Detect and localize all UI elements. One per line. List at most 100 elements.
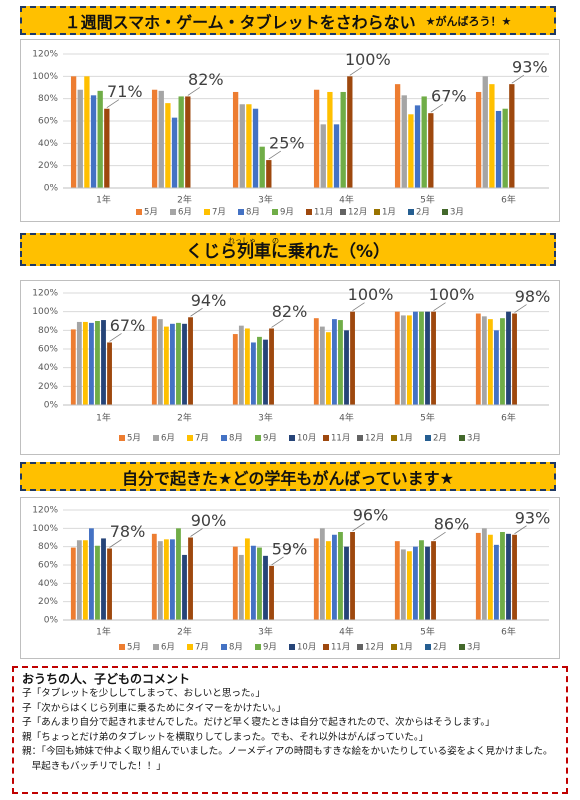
bar — [332, 534, 337, 620]
bar — [163, 326, 169, 405]
legend-swatch — [238, 209, 244, 215]
bar — [101, 320, 106, 405]
legend-label: 6月 — [178, 208, 192, 218]
bar — [157, 319, 163, 405]
legend-label: 3月 — [467, 643, 481, 653]
bar — [170, 323, 175, 405]
label-leader — [271, 319, 284, 328]
y-tick-label: 80% — [38, 94, 58, 104]
bar — [266, 160, 272, 188]
bar — [313, 538, 319, 620]
comment-line: 子「タブレットを少ししてしまって、おしいと思った。」 — [22, 688, 266, 699]
bar — [151, 533, 157, 620]
chart: 0% 20% 40% 60% 80% 100% 120% 1年 78% 2年 90% 3年 59% 4年 9… — [32, 506, 550, 653]
bar — [512, 534, 517, 620]
chart-box: 0% 20% 40% 60% 80% 100% 120% 1年 67% 2年 94% 3年 82% 4年 1… — [20, 280, 560, 455]
bar — [481, 528, 487, 620]
bar — [251, 342, 256, 405]
banner-title: 自分で起きた★どの学年もがんばっています★ — [122, 468, 454, 488]
bar — [165, 103, 171, 188]
y-tick-label: 120% — [32, 50, 58, 60]
bar — [77, 89, 83, 188]
label-leader — [187, 87, 201, 96]
bar — [232, 334, 238, 405]
legend-label: 9月 — [263, 434, 277, 444]
legend-swatch — [442, 209, 448, 215]
bar — [313, 89, 320, 188]
legend-swatch — [425, 435, 431, 441]
comment-line: 親「ちょっとだけ弟のタブレットを横取りしてしまった。でも、それ以外はがんばってい… — [22, 731, 429, 743]
legend-swatch — [391, 644, 397, 650]
value-label: 94% — [191, 291, 227, 310]
x-tick-label: 1年 — [96, 626, 111, 638]
bar — [182, 554, 187, 620]
legend-label: 7月 — [212, 208, 226, 218]
bar — [475, 313, 481, 405]
bar — [151, 89, 158, 188]
bar — [163, 539, 169, 620]
value-label: 82% — [188, 70, 224, 89]
bar — [244, 328, 250, 405]
value-label: 93% — [512, 58, 548, 77]
legend-swatch — [204, 209, 210, 215]
banner-title: １週間スマホ・ゲーム・タブレットをさわらない — [64, 12, 416, 32]
bar — [500, 532, 505, 620]
legend-swatch — [374, 209, 380, 215]
legend-label: 5月 — [127, 434, 141, 444]
bar — [104, 108, 110, 188]
legend-swatch — [221, 644, 227, 650]
bar — [414, 105, 421, 188]
x-tick-label: 3年 — [258, 412, 273, 424]
bar — [269, 328, 274, 405]
legend-label: 2月 — [433, 434, 447, 444]
bar — [320, 124, 326, 188]
legend-label: 12月 — [348, 208, 367, 218]
bar — [419, 311, 424, 405]
bar — [406, 551, 412, 620]
bar — [176, 528, 181, 620]
legend-label: 12月 — [365, 643, 384, 653]
comment-line: 子「あんまり自分で起きれませんでした。だけど早く寝たときは自分で起きれたので、次… — [22, 717, 495, 728]
bar — [340, 91, 346, 188]
bar — [494, 330, 499, 405]
x-tick-label: 5年 — [420, 194, 435, 206]
bar — [263, 339, 268, 405]
bar — [246, 104, 252, 188]
label-leader — [433, 302, 446, 311]
bar — [257, 547, 262, 620]
legend-swatch — [408, 209, 414, 215]
bar — [82, 540, 88, 620]
y-tick-label: 0% — [44, 401, 59, 411]
label-leader — [268, 150, 282, 160]
x-tick-label: 5年 — [420, 412, 435, 424]
bar — [506, 311, 511, 405]
label-leader — [271, 556, 284, 566]
legend-label: 7月 — [195, 434, 209, 444]
y-tick-label: 60% — [38, 345, 58, 355]
legend-label: 8月 — [229, 434, 243, 444]
value-label: 86% — [434, 515, 470, 534]
bar — [70, 329, 76, 405]
bar — [475, 91, 482, 188]
label-leader — [190, 528, 203, 537]
y-tick-label: 80% — [38, 326, 58, 336]
bar — [244, 538, 250, 620]
value-label: 59% — [272, 539, 308, 558]
y-tick-label: 40% — [38, 363, 58, 373]
bar — [338, 532, 343, 620]
bar — [107, 342, 112, 405]
bar — [487, 319, 493, 405]
bar — [494, 544, 499, 620]
ruby: れっしゃ — [227, 237, 256, 245]
legend-label: 5月 — [127, 643, 141, 653]
bar — [431, 541, 436, 620]
bar — [413, 311, 418, 405]
legend-swatch — [136, 209, 142, 215]
legend-label: 2月 — [416, 208, 430, 218]
legend-swatch — [255, 435, 261, 441]
bar — [95, 321, 100, 405]
bar — [171, 117, 178, 188]
banner-title: くじら列車に乗れた（%） — [185, 242, 391, 262]
bar — [394, 311, 400, 405]
